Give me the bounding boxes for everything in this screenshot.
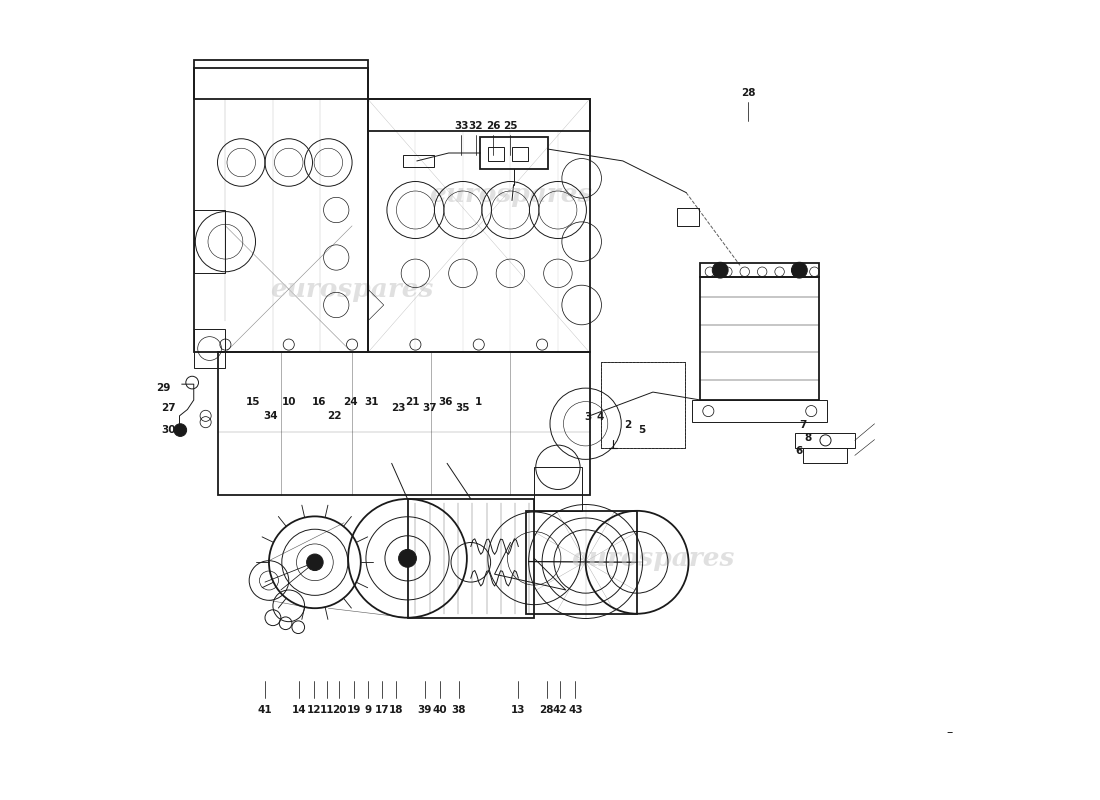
Text: 20: 20	[332, 705, 346, 714]
Text: 22: 22	[328, 411, 342, 421]
Text: 13: 13	[512, 705, 526, 714]
Text: 16: 16	[311, 397, 326, 406]
Text: 34: 34	[263, 411, 278, 421]
Text: 28: 28	[540, 705, 554, 714]
Bar	[693, 400, 827, 422]
Text: 21: 21	[405, 397, 419, 406]
Circle shape	[792, 262, 807, 278]
Bar	[701, 263, 820, 278]
Text: 32: 32	[469, 121, 483, 131]
Text: 41: 41	[257, 705, 273, 714]
Circle shape	[713, 262, 728, 278]
Text: 31: 31	[364, 397, 380, 406]
Text: 5: 5	[638, 425, 646, 435]
Bar	[676, 209, 698, 226]
Text: 38: 38	[452, 705, 466, 714]
Text: 27: 27	[161, 403, 176, 413]
Text: 15: 15	[246, 397, 261, 406]
Bar	[795, 434, 855, 447]
Bar	[512, 146, 528, 161]
Bar	[194, 329, 226, 368]
Text: 9: 9	[364, 705, 372, 714]
Text: 14: 14	[292, 705, 307, 714]
Text: 12: 12	[307, 705, 321, 714]
Circle shape	[174, 424, 187, 437]
Bar	[535, 467, 582, 511]
Bar	[803, 447, 847, 463]
Text: 18: 18	[389, 705, 404, 714]
Text: 2: 2	[624, 420, 631, 430]
Text: 17: 17	[375, 705, 389, 714]
Bar	[602, 362, 684, 447]
Text: eurospares: eurospares	[271, 277, 433, 302]
Text: 1: 1	[475, 397, 483, 406]
Text: 11: 11	[319, 705, 334, 714]
Text: 4: 4	[597, 413, 604, 422]
Bar	[701, 278, 820, 400]
Circle shape	[307, 554, 323, 570]
Text: 39: 39	[418, 705, 432, 714]
Bar	[602, 362, 684, 447]
Text: 37: 37	[422, 403, 437, 413]
Text: 42: 42	[553, 705, 568, 714]
Bar	[194, 210, 226, 274]
Circle shape	[398, 550, 417, 567]
Text: 25: 25	[503, 121, 518, 131]
Bar	[526, 511, 637, 614]
Text: 35: 35	[455, 403, 470, 413]
Text: 26: 26	[486, 121, 500, 131]
Bar	[488, 146, 504, 161]
Bar	[407, 499, 535, 618]
Text: 28: 28	[740, 87, 756, 98]
Text: 8: 8	[804, 433, 812, 443]
Text: 6: 6	[795, 446, 803, 456]
Text: 36: 36	[438, 397, 453, 406]
Text: 29: 29	[156, 383, 170, 393]
Text: eurospares: eurospares	[571, 546, 735, 571]
Text: 30: 30	[162, 425, 176, 435]
Text: –: –	[947, 726, 953, 739]
Text: 10: 10	[282, 397, 296, 406]
Text: eurospares: eurospares	[429, 182, 592, 206]
Text: 3: 3	[584, 413, 592, 422]
Bar	[403, 154, 434, 167]
Text: 43: 43	[568, 705, 583, 714]
Text: 7: 7	[800, 420, 807, 430]
Text: 24: 24	[343, 397, 358, 406]
Bar	[481, 137, 548, 169]
Text: 19: 19	[346, 705, 361, 714]
Text: 40: 40	[432, 705, 448, 714]
Text: 23: 23	[390, 403, 405, 413]
Text: 33: 33	[454, 121, 469, 131]
